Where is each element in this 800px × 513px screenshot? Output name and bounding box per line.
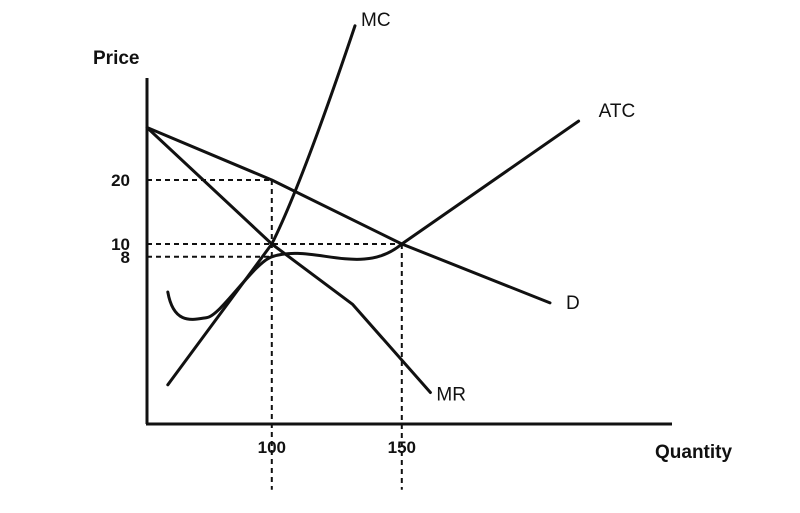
y-tick-label: 20	[111, 171, 130, 190]
curve-mr	[145, 126, 432, 394]
curve-mc	[166, 24, 357, 387]
labels: Price Quantity D MR MC ATC 20 108 100 150	[93, 10, 732, 463]
y-axis-title: Price	[93, 48, 139, 69]
curve-label-mr: MR	[436, 384, 466, 405]
curve-label-d: D	[566, 293, 580, 314]
y-tick-label: 8	[121, 248, 130, 267]
reference-lines	[147, 179, 403, 490]
x-axis-title: Quantity	[655, 442, 732, 463]
curve-label-mc: MC	[361, 10, 391, 31]
curve-label-atc: ATC	[599, 101, 636, 122]
y-tick-label: 10	[111, 235, 130, 254]
axes	[145, 78, 672, 426]
x-tick-label: 100	[258, 438, 286, 457]
curve-atc	[166, 119, 581, 321]
curve-d	[145, 126, 552, 305]
x-tick-label: 150	[388, 438, 416, 457]
curves	[145, 24, 581, 394]
